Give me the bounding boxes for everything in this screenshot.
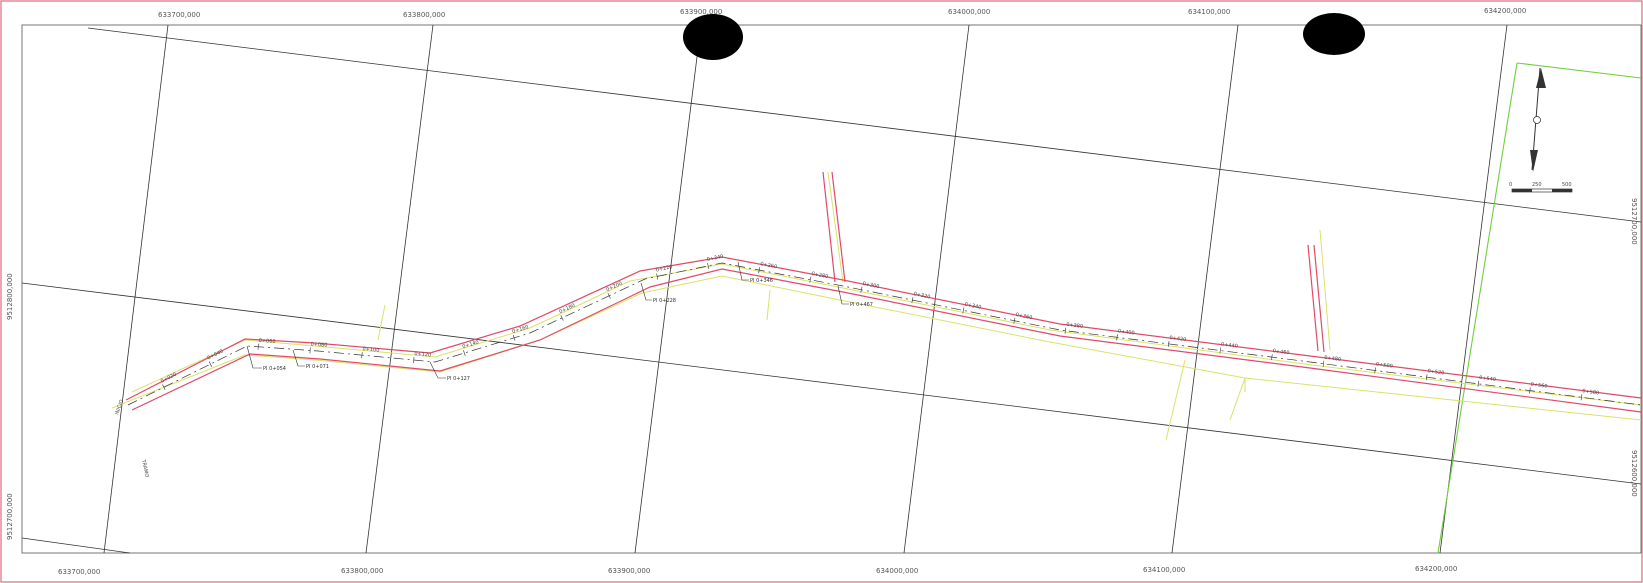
road-name-annotation: TRAMO [140, 458, 150, 478]
property-boundary-side [1437, 62, 1518, 554]
station-label: 0+380 [1066, 322, 1084, 330]
coord-top-4: 634000,000 [948, 8, 990, 16]
station-label: 0+040 [206, 349, 224, 362]
station-label: 0+480 [1324, 355, 1342, 363]
station-tick [758, 267, 761, 274]
station-tick [1322, 360, 1325, 367]
station-tick [1013, 317, 1016, 324]
station-label: 0+080 [310, 341, 327, 348]
station-label: 0+560 [1530, 382, 1548, 390]
road-centerline [127, 262, 1642, 406]
station-tick [860, 286, 863, 293]
station-label: 0+320 [913, 291, 931, 300]
station-label: 0+120 [414, 351, 431, 359]
station-tick [809, 276, 812, 283]
scale-bar: 0 250 500 [1509, 182, 1573, 193]
station-label: 0+220 [655, 264, 673, 273]
station-label: 0+240 [706, 254, 724, 263]
station-tick [208, 361, 213, 367]
station-label: 0+540 [1479, 375, 1497, 383]
station-tick [162, 384, 166, 391]
station-label: 0+340 [964, 302, 982, 311]
grid-lines-vertical [103, 24, 1508, 554]
station-tick [1374, 367, 1376, 374]
station-tick [1167, 340, 1170, 347]
right-of-way-lines [111, 171, 1642, 441]
pi-label-1: PI 0+054 [263, 366, 286, 372]
coord-bottom-2: 633800,000 [341, 567, 383, 575]
station-tick [560, 315, 564, 321]
coord-bottom-3: 633900,000 [608, 567, 650, 575]
start-annotation: INICIO [114, 399, 125, 416]
station-label: 0+460 [1272, 348, 1290, 356]
coord-top-3: 633900,000 [680, 8, 722, 16]
station-label: 0+260 [760, 261, 778, 270]
coord-top-2: 633800,000 [403, 11, 445, 19]
station-label: 0+500 [1375, 362, 1393, 370]
station-tick [1271, 354, 1273, 361]
station-tick [413, 356, 415, 364]
station-label: 0+360 [1015, 312, 1033, 321]
station-tick [962, 307, 965, 314]
grid-lines-horizontal [21, 27, 1642, 554]
station-tick [911, 297, 914, 304]
station-label: 0+420 [1169, 335, 1187, 343]
pi-label-3: PI 0+127 [447, 376, 470, 382]
pi-label-5: PI 0+346 [750, 278, 773, 284]
property-boundary [1516, 62, 1642, 79]
coord-bottom-6: 634200,000 [1415, 565, 1457, 573]
pi-markers [246, 261, 849, 379]
scale-tick-250: 250 [1532, 182, 1542, 188]
pi-label-6: PI 0+467 [850, 302, 873, 308]
station-label: 0+520 [1427, 368, 1445, 376]
coord-top-5: 634100,000 [1188, 8, 1230, 16]
road-edges [125, 171, 1642, 413]
station-tick [512, 334, 516, 341]
coord-bottom-1: 633700,000 [58, 568, 100, 576]
station-tick [1219, 347, 1221, 354]
station-label: 0+280 [811, 271, 829, 280]
station-tick [607, 292, 611, 299]
station-tick [1064, 327, 1067, 334]
coord-bottom-5: 634100,000 [1143, 566, 1185, 574]
scale-tick-0: 0 [1509, 182, 1512, 188]
station-tick [1477, 380, 1479, 387]
station-label: 0+300 [862, 281, 880, 290]
coord-left-1: 9512800,000 [6, 273, 14, 320]
pi-label-2: PI 0+071 [306, 364, 329, 370]
coord-right-1: 9512700,000 [1630, 198, 1638, 245]
station-tick [1426, 374, 1428, 381]
station-tick [463, 350, 466, 356]
station-tick [361, 352, 363, 359]
station-label: 0+140 [462, 339, 480, 350]
coord-top-1: 633700,000 [158, 11, 200, 19]
station-label: 0+400 [1117, 328, 1135, 336]
station-label: 0+060 [258, 338, 275, 345]
station-tick [656, 273, 659, 280]
station-label: 0+160 [511, 324, 529, 335]
station-label: 0+100 [362, 346, 379, 354]
coord-top-6: 634200,000 [1484, 7, 1526, 15]
station-label: 0+580 [1582, 388, 1600, 396]
redaction-blot-2 [1303, 13, 1365, 55]
coord-right-2: 9512600,000 [1630, 450, 1638, 497]
north-arrow-icon [1530, 67, 1546, 172]
station-label: 0+440 [1221, 342, 1239, 350]
coord-bottom-4: 634000,000 [876, 567, 918, 575]
station-tick [707, 262, 710, 269]
scale-tick-500: 500 [1562, 182, 1572, 188]
coord-left-2: 9512700,000 [6, 493, 14, 540]
redaction-blot-1 [683, 14, 743, 60]
station-tick [1580, 394, 1583, 401]
station-tick [1529, 387, 1531, 394]
station-tick [1116, 334, 1118, 341]
pi-label-4: PI 0+228 [653, 298, 676, 304]
inner-frame [21, 24, 1642, 554]
